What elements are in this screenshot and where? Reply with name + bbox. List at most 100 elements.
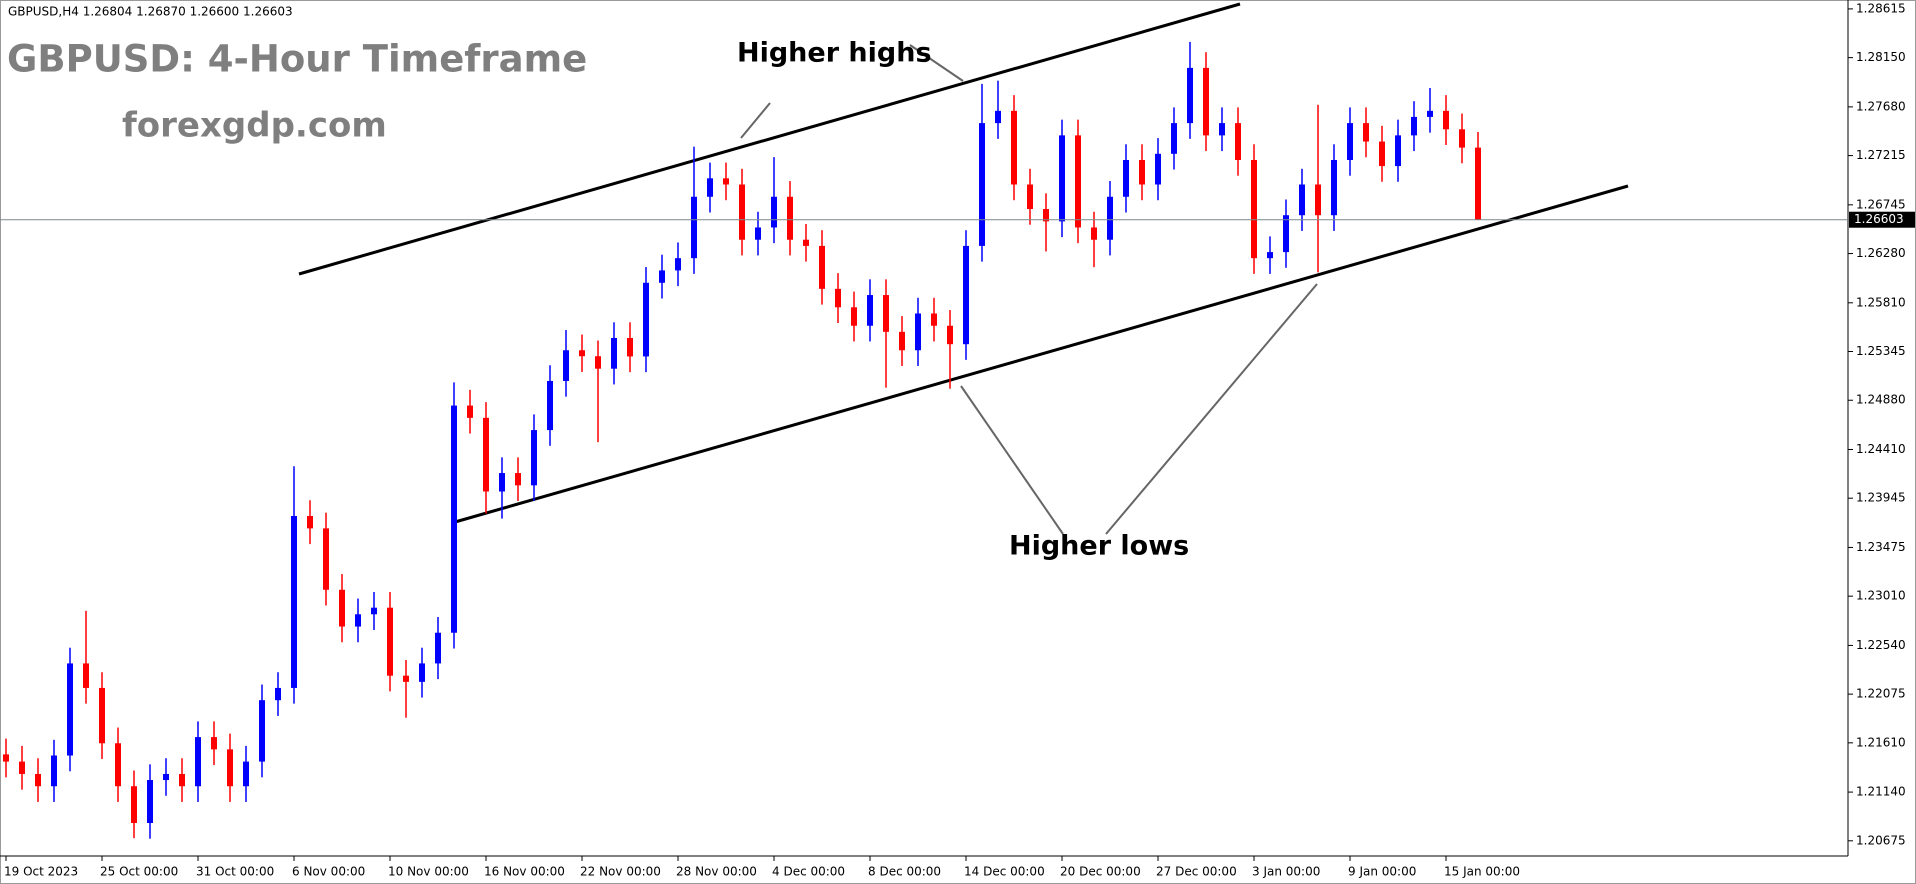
x-tick-label: 16 Nov 00:00 — [484, 865, 565, 879]
chart-subtitle: forexgdp.com — [122, 106, 387, 146]
candle-body — [99, 687, 105, 744]
candle-body — [275, 687, 281, 701]
candle-body — [419, 663, 425, 682]
candle-body — [723, 178, 729, 185]
candle-body — [739, 184, 745, 240]
candle-body — [915, 313, 921, 351]
y-tick-label: 1.26745 — [1856, 197, 1906, 211]
candle-body — [1139, 159, 1145, 185]
candle-body — [1427, 110, 1433, 117]
candle-body — [67, 663, 73, 756]
candle-body — [483, 417, 489, 492]
candle-body — [259, 700, 265, 762]
candle-body — [467, 405, 473, 418]
candle-body — [595, 356, 601, 369]
candle-body — [371, 607, 377, 615]
candle-body — [3, 754, 9, 762]
candle-body — [1027, 184, 1033, 210]
candle-body — [1363, 123, 1369, 142]
y-tick-label: 1.21140 — [1856, 785, 1906, 799]
candle-body — [435, 632, 441, 664]
x-tick-label: 9 Jan 00:00 — [1348, 865, 1416, 879]
candle-body — [1315, 184, 1321, 216]
candle-body — [1411, 116, 1417, 136]
y-tick-label: 1.24410 — [1856, 442, 1906, 456]
candle-body — [1299, 184, 1305, 216]
candle-body — [1475, 147, 1481, 220]
candle-body — [1459, 129, 1465, 148]
x-tick-label: 6 Nov 00:00 — [292, 865, 365, 879]
candle-body — [1219, 123, 1225, 136]
candle-body — [1187, 67, 1193, 124]
x-tick-label: 8 Dec 00:00 — [868, 865, 941, 879]
candle-body — [883, 295, 889, 332]
candle-body — [291, 516, 297, 688]
x-tick-label: 22 Nov 00:00 — [580, 865, 661, 879]
candle-body — [451, 405, 457, 633]
pointer-line — [1105, 283, 1318, 535]
candle-body — [995, 110, 1001, 124]
candle-body — [211, 737, 217, 750]
x-tick-label: 19 Oct 2023 — [4, 865, 78, 879]
candle-body — [1059, 135, 1065, 222]
candle-body — [771, 196, 777, 228]
candle-body — [1171, 123, 1177, 154]
candle-body — [579, 350, 585, 357]
candle-body — [131, 786, 137, 823]
candle-body — [323, 528, 329, 590]
annotation: Higher lows — [1009, 531, 1189, 562]
x-tick-label: 15 Jan 00:00 — [1444, 865, 1520, 879]
candle-body — [835, 288, 841, 308]
candle-body — [339, 589, 345, 627]
candle-body — [1331, 159, 1337, 216]
candle-body — [243, 761, 249, 787]
candle-body — [659, 270, 665, 283]
x-tick-label: 10 Nov 00:00 — [388, 865, 469, 879]
candle-body — [1251, 159, 1257, 259]
pointer-line — [909, 44, 964, 82]
candle-body — [515, 473, 521, 486]
candle-body — [675, 258, 681, 271]
candle-body — [19, 761, 25, 774]
x-tick-label: 3 Jan 00:00 — [1252, 865, 1320, 879]
candle-body — [499, 473, 505, 492]
candle-body — [83, 663, 89, 688]
y-tick-label: 1.23010 — [1856, 589, 1906, 603]
candle-body — [307, 516, 313, 529]
candle-body — [787, 196, 793, 240]
pointer-line — [740, 102, 771, 139]
candle-body — [899, 331, 905, 351]
candle-body — [1395, 135, 1401, 167]
x-tick-label: 20 Dec 00:00 — [1060, 865, 1141, 879]
chart-title: GBPUSD: 4-Hour Timeframe — [7, 38, 587, 81]
y-tick-label: 1.28150 — [1856, 50, 1906, 64]
symbol-header: GBPUSD,H4 1.26804 1.26870 1.26600 1.2660… — [8, 5, 293, 19]
x-tick-label: 28 Nov 00:00 — [676, 865, 757, 879]
y-tick-label: 1.23945 — [1856, 491, 1906, 505]
y-tick-label: 1.25810 — [1856, 295, 1906, 309]
y-tick-label: 1.27215 — [1856, 148, 1906, 162]
candle-body — [1043, 209, 1049, 222]
candle-body — [1107, 196, 1113, 240]
candle-body — [227, 749, 233, 787]
candle-body — [1347, 123, 1353, 160]
candle-body — [147, 780, 153, 823]
y-tick-label: 1.24880 — [1856, 393, 1906, 407]
candle-body — [819, 245, 825, 289]
candle-body — [963, 245, 969, 345]
candle-body — [931, 313, 937, 326]
candle-body — [947, 325, 953, 345]
y-tick-label: 1.23475 — [1856, 540, 1906, 554]
candle-body — [1379, 141, 1385, 167]
candle-body — [611, 337, 617, 369]
candle-body — [195, 737, 201, 787]
x-tick-label: 4 Dec 00:00 — [772, 865, 845, 879]
y-tick-label: 1.27680 — [1856, 99, 1906, 113]
candle-body — [1203, 67, 1209, 136]
candle-body — [851, 307, 857, 326]
candle-body — [115, 743, 121, 787]
candle-body — [867, 295, 873, 326]
lower-trend-line — [454, 184, 1629, 524]
